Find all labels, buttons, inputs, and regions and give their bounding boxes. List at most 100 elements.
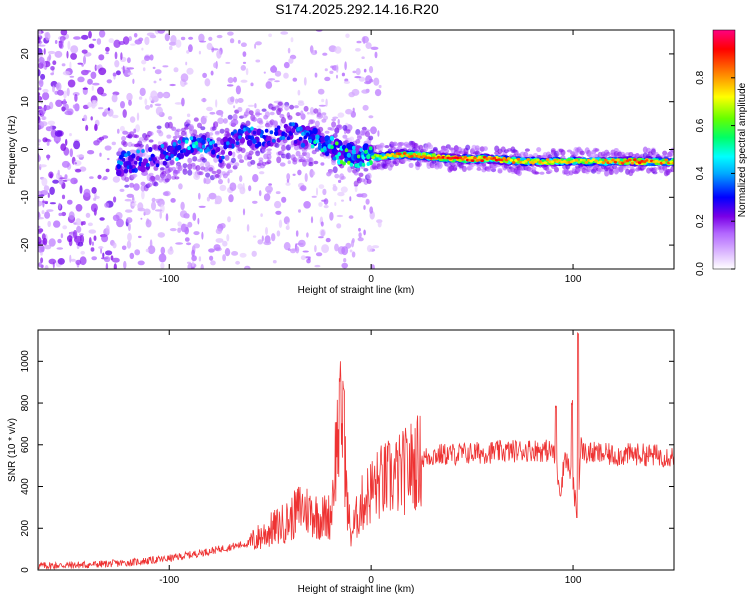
heat-ridge-mark xyxy=(272,138,276,143)
heat-noise-blob xyxy=(106,79,113,84)
heat-noise-blob xyxy=(40,121,48,127)
heat-noise-blob xyxy=(368,115,374,119)
snr-series-line xyxy=(38,332,674,570)
heat-noise-blob xyxy=(204,115,208,119)
heat-ridge-mark xyxy=(422,154,426,158)
heat-halo-blob xyxy=(227,114,233,120)
heat-ridge-mark xyxy=(388,154,392,158)
heat-noise-blob xyxy=(38,116,41,124)
heat-noise-blob xyxy=(239,175,243,183)
heat-noise-blob xyxy=(344,61,347,71)
heat-noise-blob xyxy=(83,114,88,122)
heat-noise-blob xyxy=(169,83,176,87)
heat-ridge-mark xyxy=(342,161,346,166)
heat-ridge-mark xyxy=(608,160,613,164)
heat-ridge-mark xyxy=(550,160,555,164)
heat-halo-blob xyxy=(159,167,165,171)
heat-noise-blob xyxy=(358,232,362,239)
heat-noise-blob xyxy=(290,37,294,43)
heat-halo-blob xyxy=(531,166,537,171)
heat-halo-blob xyxy=(182,168,188,175)
heat-halo-blob xyxy=(323,115,328,121)
heat-noise-blob xyxy=(219,223,226,229)
heat-ridge-mark xyxy=(131,153,136,159)
heat-noise-blob xyxy=(295,230,299,237)
heat-noise-blob xyxy=(318,104,327,107)
heat-noise-blob xyxy=(215,228,223,235)
heat-noise-blob xyxy=(272,65,276,70)
heat-halo-blob xyxy=(310,119,316,124)
heat-noise-blob xyxy=(153,80,157,84)
heat-noise-blob xyxy=(47,139,52,143)
colorbar-tick-label: 0.0 xyxy=(695,262,706,276)
heat-noise-blob xyxy=(227,216,231,223)
heat-ridge-mark xyxy=(516,157,521,161)
heat-noise-blob xyxy=(204,78,211,87)
heat-ridge-mark xyxy=(526,158,530,162)
heat-noise-blob xyxy=(186,67,194,75)
heat-noise-blob xyxy=(361,89,370,94)
heat-noise-blob xyxy=(126,67,135,70)
heat-ridge-mark xyxy=(364,149,368,154)
heat-noise-blob xyxy=(341,262,349,269)
heat-ridge-mark xyxy=(332,156,337,161)
heat-halo-blob xyxy=(652,166,658,173)
heat-noise-blob xyxy=(373,77,380,86)
heat-noise-blob xyxy=(38,95,43,102)
heat-ridge-mark xyxy=(136,149,140,154)
spectrogram-ytick-label: -10 xyxy=(20,190,31,205)
heat-halo-blob xyxy=(143,137,149,141)
heat-noise-blob xyxy=(54,50,63,58)
heat-halo-blob xyxy=(308,161,314,167)
heat-noise-blob xyxy=(149,239,153,249)
heat-noise-blob xyxy=(105,168,110,173)
heat-noise-blob xyxy=(47,192,50,198)
heat-noise-blob xyxy=(208,248,215,253)
heat-noise-blob xyxy=(108,38,115,44)
heat-noise-blob xyxy=(99,152,102,157)
heat-noise-blob xyxy=(135,124,141,133)
heat-noise-blob xyxy=(43,48,46,55)
heat-halo-blob xyxy=(147,182,152,188)
heat-noise-blob xyxy=(75,168,82,173)
heat-noise-blob xyxy=(191,255,197,262)
heat-ridge-mark xyxy=(533,160,538,164)
heat-noise-blob xyxy=(340,186,348,193)
heat-noise-blob xyxy=(53,220,61,228)
colorbar-tick-label: 0.4 xyxy=(695,166,706,180)
heat-noise-blob xyxy=(72,230,78,239)
heat-ridge-mark xyxy=(269,130,274,135)
snr-ytick-label: 400 xyxy=(20,478,31,495)
heat-noise-blob xyxy=(341,72,345,77)
heat-noise-blob xyxy=(206,196,210,202)
heat-noise-blob xyxy=(49,202,57,205)
heat-ridge-mark xyxy=(291,127,296,133)
heat-noise-blob xyxy=(311,50,318,56)
heat-noise-blob xyxy=(348,215,354,219)
heat-halo-blob xyxy=(356,176,362,184)
heat-noise-blob xyxy=(145,143,150,153)
heat-noise-blob xyxy=(329,70,334,75)
heat-noise-blob xyxy=(69,75,75,78)
heat-ridge-mark xyxy=(461,158,465,161)
heat-noise-blob xyxy=(261,235,264,242)
heat-ridge-mark xyxy=(124,153,128,158)
heat-halo-blob xyxy=(313,160,319,165)
heat-noise-blob xyxy=(137,202,144,211)
heat-noise-blob xyxy=(137,260,145,266)
heat-noise-blob xyxy=(314,264,321,268)
heat-noise-blob xyxy=(105,262,109,269)
heat-noise-blob xyxy=(67,40,71,50)
heat-noise-blob xyxy=(280,31,289,35)
heat-halo-blob xyxy=(134,134,139,139)
heat-noise-blob xyxy=(365,198,370,205)
heat-halo-blob xyxy=(258,120,264,125)
heat-ridge-mark xyxy=(329,135,335,142)
heat-noise-blob xyxy=(211,48,219,51)
heat-noise-blob xyxy=(283,61,290,69)
heat-noise-blob xyxy=(229,182,237,191)
heat-ridge-mark xyxy=(281,135,286,140)
heat-halo-blob xyxy=(216,169,222,175)
heat-noise-blob xyxy=(49,186,55,195)
heat-ridge-mark xyxy=(620,161,625,165)
